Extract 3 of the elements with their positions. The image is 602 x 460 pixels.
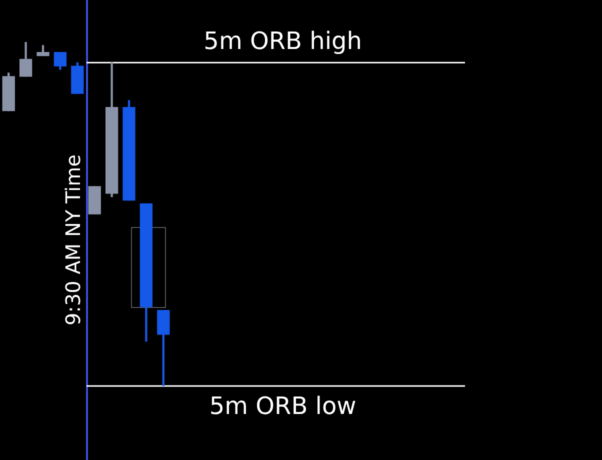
annotation: 9:30 AM NY Time [60, 154, 85, 326]
ref-line-label: 5m ORB high [204, 26, 362, 55]
ref-line-label: 5m ORB low [209, 392, 356, 420]
